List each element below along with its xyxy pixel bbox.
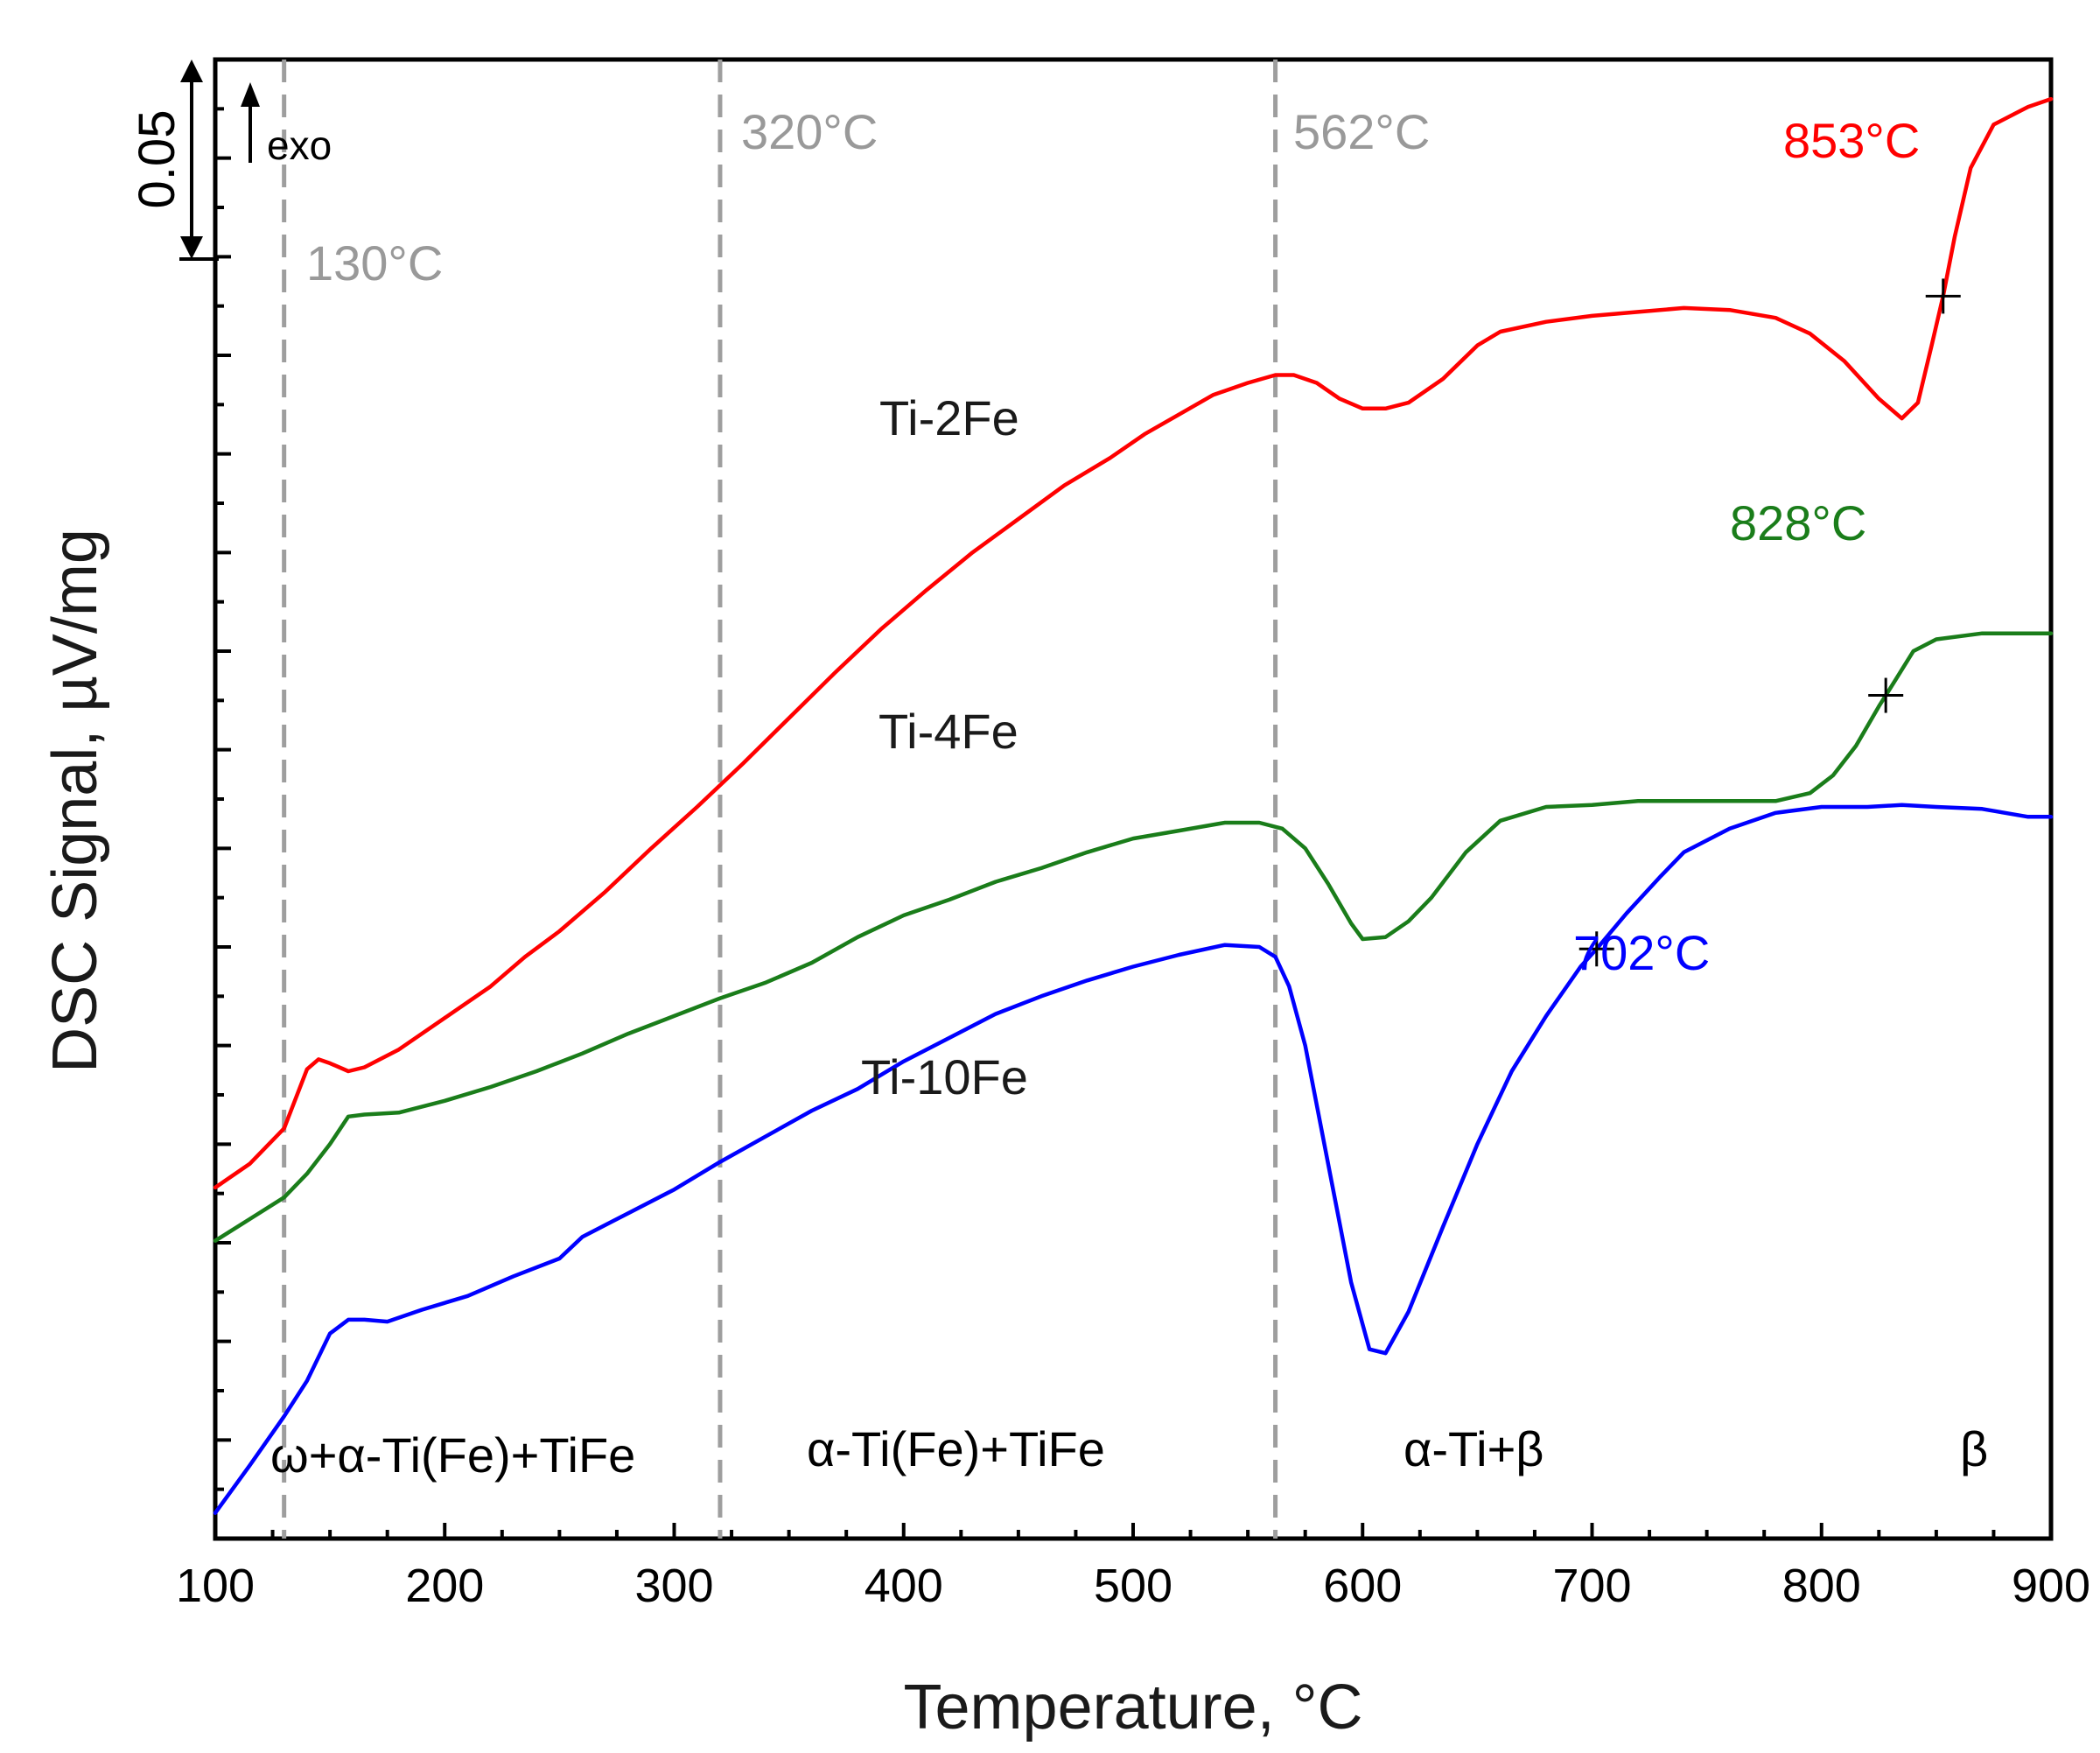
x-axis-ticks: 100 200 300 400 500 600 700 800 900 [176,1523,2090,1612]
exo-arrow-icon [241,82,260,107]
transition-markers [1578,278,1961,967]
series-line-ti-10fe [213,803,2054,1515]
marker-plus-853 [1925,278,1961,314]
x-tick-label: 200 [405,1560,484,1612]
vertical-reference-lines [282,60,1278,1539]
vline-label-562: 562°C [1293,104,1430,159]
y-axis-ticks [215,58,231,1540]
series-label-ti-10fe: Ti-10Fe [861,1049,1028,1104]
series-label-ti-2fe: Ti-2Fe [879,390,1019,445]
scale-bar-top-arrow-icon [180,60,203,82]
marker-label-828: 828°C [1730,495,1866,550]
region-label-beta: β [1960,1421,1988,1476]
series-line-ti-4fe [213,631,2054,1243]
exo-label: exo [267,123,332,168]
marker-plus-828 [1868,677,1904,713]
scale-bar-bottom-arrow-icon [180,236,203,259]
y-axis-title: DSC Signal, µV/mg [40,529,110,1073]
marker-label-853: 853°C [1783,113,1920,168]
x-tick-label: 500 [1094,1560,1172,1612]
x-tick-label: 900 [2012,1560,2090,1612]
x-axis-title: Temperature, °C [904,1672,1363,1742]
scale-bar: 0.05 [129,60,219,261]
series-label-ti-4fe: Ti-4Fe [878,704,1018,759]
vline-label-320: 320°C [741,104,878,159]
x-tick-label: 600 [1323,1560,1402,1612]
x-tick-label: 100 [176,1560,255,1612]
scale-bar-label: 0.05 [129,110,186,209]
region-label-omega: ω+α-Ti(Fe)+TiFe [270,1427,635,1483]
marker-plus-702 [1578,931,1614,967]
series-curves [213,96,2054,1515]
x-tick-label: 300 [634,1560,713,1612]
region-label-alpha-beta: α-Ti+β [1404,1421,1544,1476]
x-tick-label: 800 [1782,1560,1861,1612]
x-tick-label: 400 [864,1560,943,1612]
x-tick-label: 700 [1552,1560,1631,1612]
series-line-ti-2fe [213,96,2054,1190]
region-label-alpha-tife: α-Ti(Fe)+TiFe [807,1421,1105,1476]
marker-label-702: 702°C [1573,925,1710,980]
vline-label-130: 130°C [306,235,443,291]
